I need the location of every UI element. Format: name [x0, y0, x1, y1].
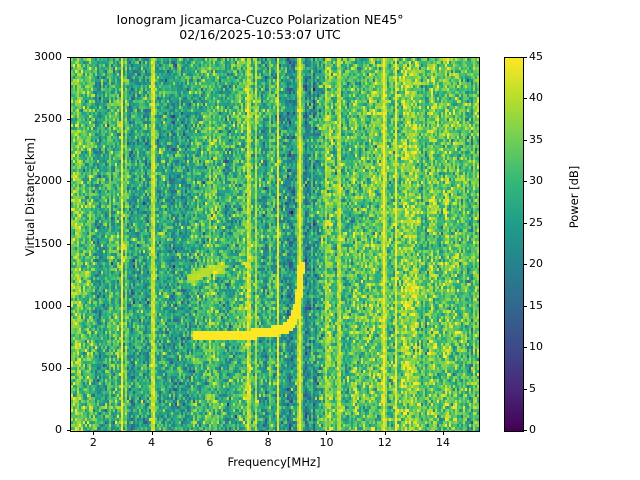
colorbar-tick-label: 20	[529, 257, 543, 271]
colorbar-label: Power [dB]	[567, 165, 581, 229]
y-tick-label: 3000	[34, 50, 62, 63]
x-tick-label: 14	[436, 436, 451, 449]
y-tick-mark	[66, 57, 70, 58]
colorbar-tick-label: 10	[529, 340, 543, 354]
colorbar-gradient	[505, 58, 523, 431]
x-tick-mark	[268, 431, 269, 435]
colorbar	[504, 57, 524, 432]
colorbar-tick-mark	[523, 264, 527, 265]
y-tick-label: 1500	[34, 236, 62, 250]
y-tick-label: 2000	[34, 174, 62, 188]
x-tick-mark	[93, 431, 94, 435]
colorbar-tick-label: 35	[529, 132, 543, 146]
colorbar-tick-mark	[523, 430, 527, 431]
colorbar-tick-label: 25	[529, 215, 543, 229]
chart-title: Ionogram Jicamarca-Cuzco Polarization NE…	[116, 12, 404, 42]
y-tick-label: 2500	[34, 112, 62, 126]
x-tick-label: 8	[264, 436, 272, 449]
colorbar-tick-mark	[523, 98, 527, 99]
x-tick-mark	[326, 431, 327, 435]
x-tick-mark	[210, 431, 211, 435]
x-tick-label: 10	[319, 436, 334, 449]
colorbar-tick-label: 15	[529, 298, 543, 312]
x-tick-label: 4	[148, 436, 156, 449]
y-tick-mark	[66, 430, 70, 431]
ionogram-axes	[70, 57, 480, 432]
colorbar-tick-mark	[523, 306, 527, 307]
colorbar-tick-mark	[523, 347, 527, 348]
y-tick-mark	[66, 119, 70, 120]
x-axis-label: Frequency[MHz]	[227, 455, 321, 469]
y-tick-label: 1000	[34, 298, 62, 312]
colorbar-tick-mark	[523, 223, 527, 224]
colorbar-tick-label: 30	[529, 174, 543, 188]
y-axis-label: Virtual Distance[km]	[23, 137, 37, 257]
x-tick-mark	[443, 431, 444, 435]
colorbar-tick-label: 45	[529, 50, 543, 63]
x-tick-mark	[385, 431, 386, 435]
x-tick-label: 2	[89, 436, 97, 449]
colorbar-tick-label: 0	[529, 423, 536, 436]
colorbar-tick-mark	[523, 389, 527, 390]
x-tick-label: 6	[206, 436, 214, 449]
colorbar-tick-label: 5	[529, 381, 536, 395]
y-tick-mark	[66, 244, 70, 245]
x-tick-mark	[152, 431, 153, 435]
y-tick-label: 500	[41, 360, 62, 374]
colorbar-tick-mark	[523, 140, 527, 141]
ionogram-heatmap	[71, 58, 479, 431]
y-tick-mark	[66, 306, 70, 307]
y-tick-mark	[66, 368, 70, 369]
x-tick-label: 12	[377, 436, 392, 449]
colorbar-tick-mark	[523, 57, 527, 58]
y-tick-mark	[66, 181, 70, 182]
y-tick-label: 0	[55, 423, 62, 436]
colorbar-tick-mark	[523, 181, 527, 182]
colorbar-tick-label: 40	[529, 91, 543, 105]
